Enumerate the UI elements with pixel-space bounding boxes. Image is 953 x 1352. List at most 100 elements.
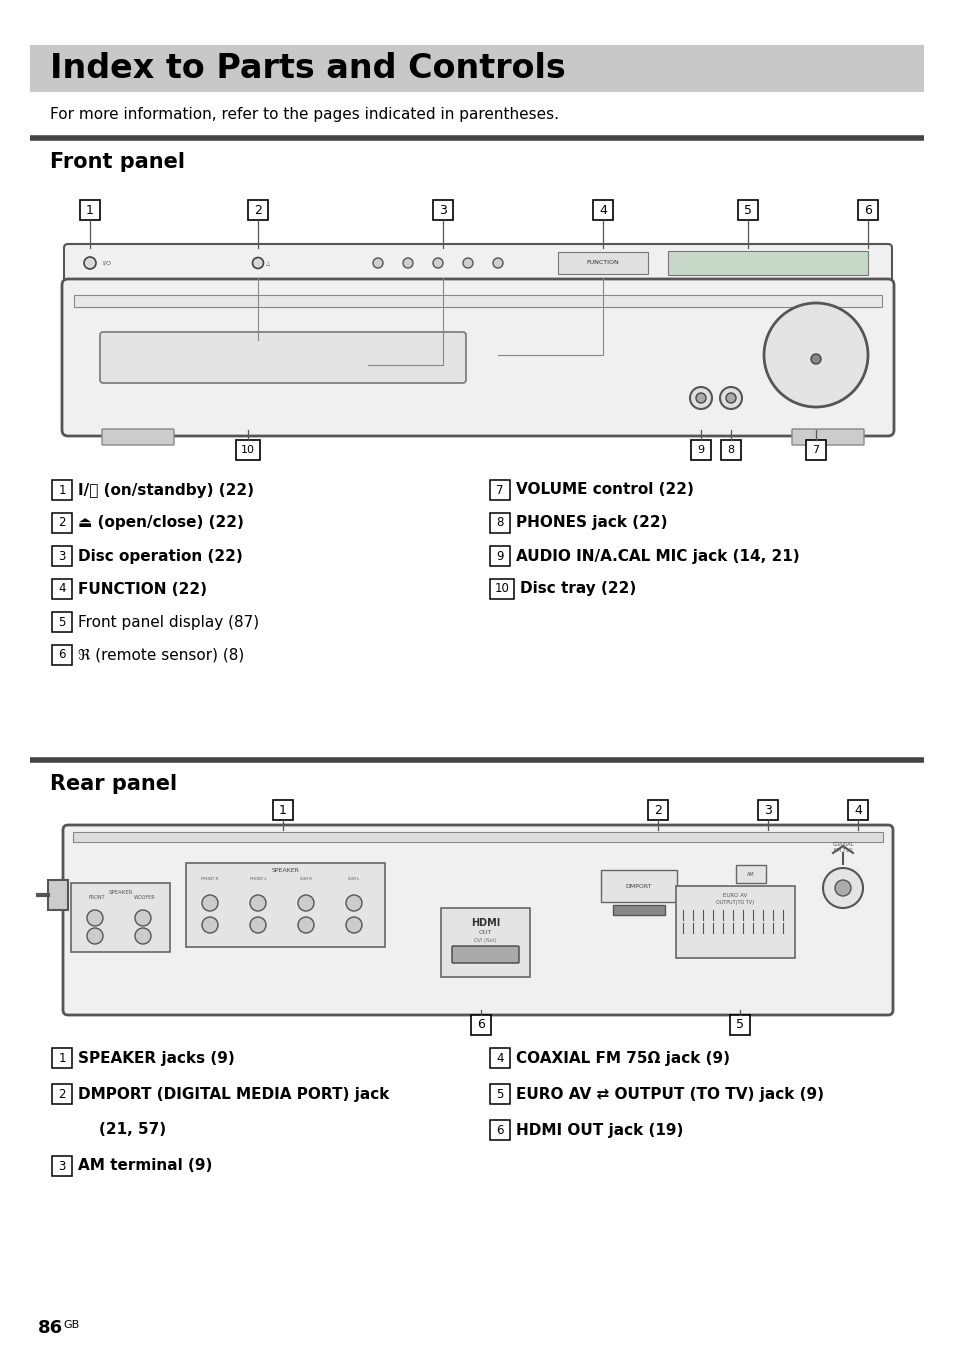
Text: 8: 8 [496,516,503,530]
Bar [690,439,710,460]
Bar [52,1084,71,1105]
Bar [758,800,778,821]
Text: 8: 8 [727,445,734,456]
Circle shape [493,258,502,268]
Circle shape [250,895,266,911]
Circle shape [689,387,711,410]
FancyBboxPatch shape [62,279,893,435]
Text: 2: 2 [654,803,661,817]
Text: 1: 1 [86,204,93,216]
Bar [805,439,825,460]
Text: 1: 1 [58,484,66,496]
Text: 1: 1 [58,1052,66,1064]
Bar [74,295,882,307]
Text: FUNCTION: FUNCTION [586,261,618,265]
Bar [490,480,510,500]
Text: EURO AV ⇄ OUTPUT (TO TV) jack (9): EURO AV ⇄ OUTPUT (TO TV) jack (9) [516,1087,823,1102]
Bar [667,251,867,274]
Text: PHONES jack (22): PHONES jack (22) [516,515,667,530]
Text: △: △ [266,261,270,265]
Bar [490,579,514,599]
Text: 6: 6 [863,204,871,216]
Bar [738,200,758,220]
Text: 3: 3 [58,1160,66,1172]
Bar [52,579,71,599]
Text: HDMI: HDMI [471,918,499,927]
Bar [593,200,613,220]
Bar [235,439,260,460]
Text: SUR L: SUR L [348,877,359,882]
Text: VOLUME control (22): VOLUME control (22) [516,483,693,498]
Text: 3: 3 [438,204,446,216]
Bar [647,800,667,821]
Text: 86: 86 [38,1320,63,1337]
Circle shape [202,917,218,933]
Circle shape [346,917,361,933]
Bar [248,200,268,220]
Text: Disc operation (22): Disc operation (22) [78,549,242,564]
Text: SPEAKER: SPEAKER [108,890,132,895]
Text: 4: 4 [598,204,606,216]
Circle shape [834,880,850,896]
Circle shape [696,393,705,403]
Bar [490,1084,510,1105]
Bar [490,1048,510,1068]
Text: AUDIO IN/A.CAL MIC jack (14, 21): AUDIO IN/A.CAL MIC jack (14, 21) [516,549,799,564]
Text: 6: 6 [496,1124,503,1137]
Bar [558,251,647,274]
FancyBboxPatch shape [440,909,530,977]
Text: 9: 9 [496,549,503,562]
Text: ℜ (remote sensor) (8): ℜ (remote sensor) (8) [78,648,244,662]
Bar [433,200,453,220]
Text: FUNCTION (22): FUNCTION (22) [78,581,207,596]
Circle shape [763,303,867,407]
FancyBboxPatch shape [63,825,892,1015]
Text: (21, 57): (21, 57) [78,1122,166,1137]
Text: AM: AM [746,872,754,876]
FancyBboxPatch shape [100,333,465,383]
Circle shape [373,258,382,268]
Text: GB: GB [63,1320,79,1330]
Text: DVI (Not): DVI (Not) [474,938,497,942]
Text: 1: 1 [279,803,287,817]
Bar [273,800,293,821]
Circle shape [346,895,361,911]
Circle shape [402,258,413,268]
Text: 6: 6 [58,649,66,661]
FancyBboxPatch shape [64,243,891,283]
Circle shape [462,258,473,268]
Circle shape [87,927,103,944]
Text: 9: 9 [697,445,704,456]
Bar [729,1015,749,1036]
Text: 5: 5 [743,204,751,216]
Circle shape [822,868,862,909]
Bar [73,831,882,842]
Text: COAXIAL FM 75Ω jack (9): COAXIAL FM 75Ω jack (9) [516,1051,729,1065]
Text: WOOFER: WOOFER [133,895,155,900]
Text: For more information, refer to the pages indicated in parentheses.: For more information, refer to the pages… [50,108,558,123]
Text: 10: 10 [494,583,509,595]
Text: ⏏ (open/close) (22): ⏏ (open/close) (22) [78,515,244,530]
Circle shape [297,895,314,911]
Text: SUR R: SUR R [300,877,312,882]
Circle shape [135,927,151,944]
Bar [80,200,100,220]
Text: SPEAKER: SPEAKER [272,868,299,873]
FancyBboxPatch shape [452,946,518,963]
FancyBboxPatch shape [791,429,863,445]
Text: DMPORT (DIGITAL MEDIA PORT) jack: DMPORT (DIGITAL MEDIA PORT) jack [78,1087,389,1102]
Text: 2: 2 [58,1087,66,1101]
Text: I/⏽ (on/standby) (22): I/⏽ (on/standby) (22) [78,483,253,498]
Bar [471,1015,491,1036]
Circle shape [725,393,735,403]
Text: 2: 2 [58,516,66,530]
Text: SPEAKER jacks (9): SPEAKER jacks (9) [78,1051,234,1065]
Circle shape [433,258,442,268]
FancyBboxPatch shape [600,869,677,902]
Bar [490,546,510,566]
Text: 4: 4 [58,583,66,595]
Circle shape [250,917,266,933]
Bar [857,200,877,220]
Text: DMPORT: DMPORT [625,883,652,888]
Text: 5: 5 [735,1018,743,1032]
